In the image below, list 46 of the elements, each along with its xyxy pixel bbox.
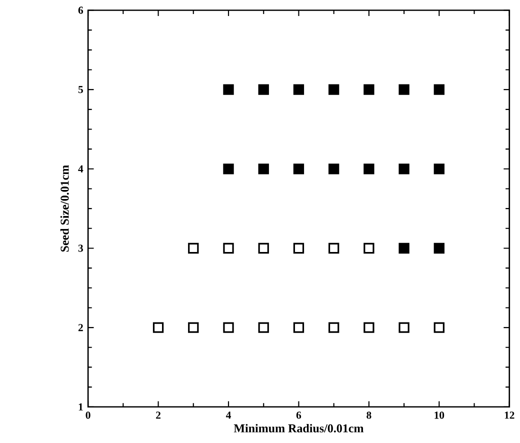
x-tick-label: 6 xyxy=(296,412,302,419)
x-tick-label: 8 xyxy=(366,412,372,419)
point xyxy=(293,322,304,333)
y-tick-label: 4 xyxy=(78,165,84,172)
point xyxy=(223,164,234,174)
point xyxy=(398,84,410,95)
point xyxy=(328,84,340,95)
x-tick-label: 12 xyxy=(504,412,514,419)
point xyxy=(223,242,234,254)
point xyxy=(434,84,444,95)
y-tick-label: 3 xyxy=(78,244,83,252)
point xyxy=(258,164,269,174)
y-axis-title: Seed Size/0.01cm xyxy=(60,165,69,252)
point xyxy=(258,242,269,254)
x-tick-label: 4 xyxy=(226,412,231,419)
point xyxy=(434,322,444,333)
point xyxy=(328,322,340,333)
point xyxy=(364,164,374,174)
point xyxy=(152,322,164,333)
point xyxy=(293,84,304,95)
point xyxy=(328,242,340,254)
point xyxy=(398,322,410,333)
point xyxy=(434,164,444,174)
y-tick-label: 5 xyxy=(78,86,83,94)
point xyxy=(398,164,410,174)
point xyxy=(223,84,234,95)
point xyxy=(188,242,199,254)
point xyxy=(398,242,410,254)
point xyxy=(258,84,269,95)
x-tick-label: 2 xyxy=(156,412,160,419)
y-tick-label: 6 xyxy=(78,6,84,14)
y-tick-label: 1 xyxy=(78,403,83,410)
point xyxy=(328,164,340,174)
point xyxy=(223,322,234,333)
y-tick-label: 2 xyxy=(78,324,83,332)
point xyxy=(188,322,199,333)
point xyxy=(293,242,304,254)
point xyxy=(364,322,374,333)
point xyxy=(364,242,374,254)
x-axis-title: Minimum Radius/0.01cm xyxy=(234,424,364,432)
point xyxy=(258,322,269,333)
x-tick-label: 10 xyxy=(434,412,444,419)
x-tick-label: 0 xyxy=(86,412,90,419)
point xyxy=(293,164,304,174)
point xyxy=(434,242,444,254)
point xyxy=(364,84,374,95)
